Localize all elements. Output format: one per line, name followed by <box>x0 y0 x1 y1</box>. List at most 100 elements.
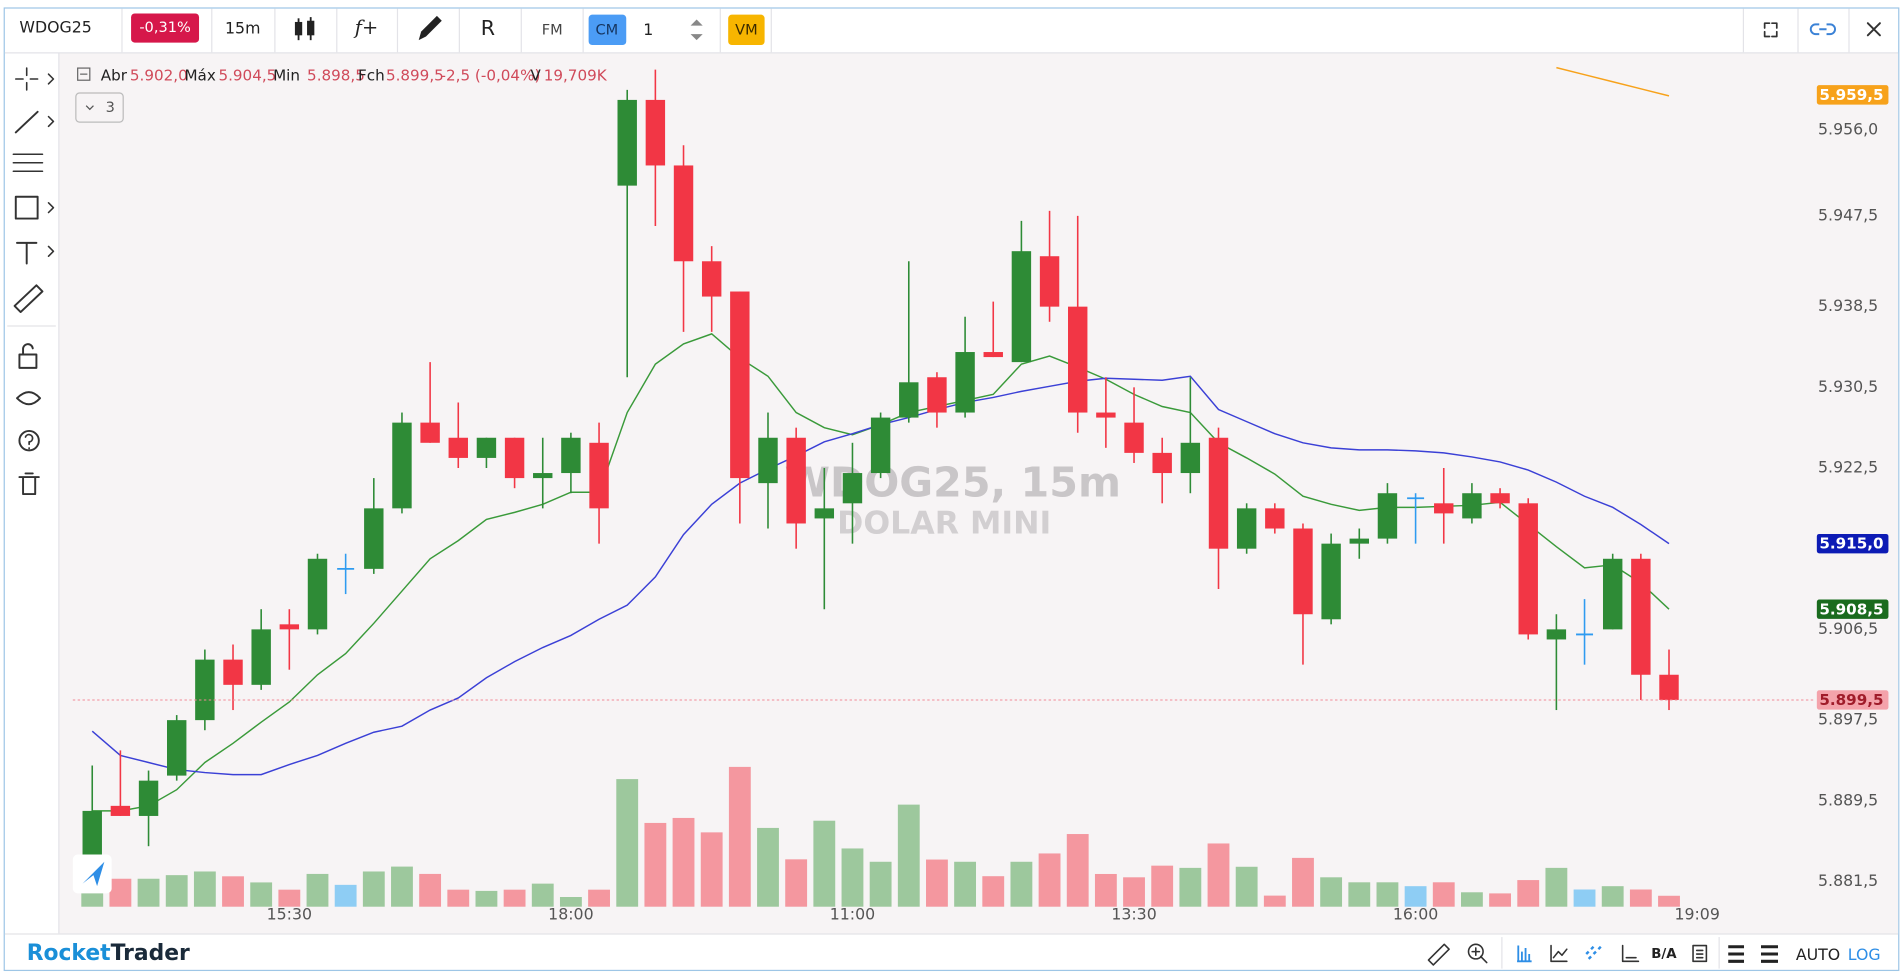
fib-tool[interactable] <box>12 153 44 173</box>
candle-body <box>983 352 1003 358</box>
measure-button[interactable] <box>1427 943 1450 966</box>
close-button[interactable] <box>1866 22 1881 37</box>
collapse-chevron <box>85 105 94 111</box>
volume-bar <box>1123 877 1145 907</box>
volume-bar <box>81 889 104 907</box>
link-button[interactable] <box>1809 23 1836 36</box>
dots-toggle[interactable] <box>1585 945 1602 960</box>
candle-body <box>730 291 750 479</box>
window-border <box>3 7 1900 972</box>
current-time: 19:09 <box>1674 905 1719 924</box>
book-toggle[interactable] <box>1692 944 1708 963</box>
text-tool[interactable] <box>16 241 38 265</box>
volume-bar <box>1573 889 1596 907</box>
low-value: 5.898,5 <box>307 66 365 84</box>
fullscreen-button[interactable] <box>1763 22 1778 38</box>
high-value: 5.904,5 <box>218 66 276 84</box>
open-label: Abr <box>101 66 128 84</box>
candle-body <box>1011 251 1032 363</box>
ruler-tool[interactable] <box>13 284 44 313</box>
symbol[interactable]: WDOG25 <box>19 18 91 37</box>
candle-body <box>1236 508 1257 549</box>
axis-toggle[interactable] <box>1621 944 1640 963</box>
help-glyph <box>24 433 34 450</box>
indicator-collapse[interactable] <box>75 92 124 123</box>
vm-button[interactable]: VM <box>735 21 758 38</box>
candle-body <box>1349 538 1369 544</box>
layout-toggles[interactable] <box>1728 945 1778 963</box>
volume-bar <box>1545 867 1568 907</box>
zoom-button[interactable] <box>1467 943 1484 960</box>
volume-bar <box>531 883 554 907</box>
cm-button[interactable]: CM <box>595 21 618 38</box>
x-tick-label: 11:00 <box>830 905 875 924</box>
volume-bar <box>1489 893 1511 907</box>
volume-bar <box>588 889 610 907</box>
candle-body <box>758 437 778 484</box>
footer: RocketTrader B/A AUTO LOG <box>27 937 1881 969</box>
count-input[interactable]: 1 <box>643 20 653 39</box>
volume-label: V <box>530 66 541 84</box>
replay-button[interactable]: R <box>481 16 495 40</box>
shape-tool[interactable] <box>14 195 39 220</box>
volume-bar <box>1376 882 1399 907</box>
price-label-bg <box>1816 533 1889 554</box>
vm-button-bg[interactable] <box>728 14 765 46</box>
line-toggle[interactable] <box>1550 944 1568 963</box>
bid-ask-toggle[interactable]: B/A <box>1651 947 1677 962</box>
price-label-bg <box>1816 690 1889 710</box>
volume-bar <box>616 779 639 907</box>
ohlc-legend: Abr 5.902,0 Máx 5.904,5 Min 5.898,5 Fch … <box>75 66 608 123</box>
legend-toggle[interactable] <box>77 67 91 81</box>
low-label: Min <box>273 66 300 84</box>
volume-bar <box>1235 866 1258 907</box>
volume-bar <box>1320 877 1343 907</box>
crosshair-tool[interactable] <box>14 67 39 91</box>
indicators-button[interactable]: f+ <box>353 16 378 39</box>
visibility-tool[interactable] <box>16 391 42 406</box>
candle-body <box>1602 558 1623 630</box>
candle-body <box>420 422 440 443</box>
x-tick-label: 18:00 <box>548 905 593 924</box>
line-tool[interactable] <box>14 110 39 134</box>
delete-tool[interactable] <box>18 472 40 496</box>
interval-button[interactable]: 15m <box>225 19 260 38</box>
y-tick-label: 5.922,5 <box>1818 458 1878 477</box>
candle-body <box>279 624 300 630</box>
candle-body <box>673 165 694 262</box>
candle-body <box>561 437 581 474</box>
candle-body <box>1462 493 1482 519</box>
log-scale[interactable]: LOG <box>1848 945 1881 964</box>
candle-body <box>504 437 525 479</box>
change-value: -0,31% <box>139 19 191 36</box>
price-label-bg <box>1816 85 1889 105</box>
candle-body <box>1490 493 1510 504</box>
candle-body <box>1039 256 1060 307</box>
candle-body <box>195 659 215 721</box>
candle-body <box>645 99 666 166</box>
y-tick-label: 5.881,5 <box>1818 871 1878 890</box>
brand: RocketTrader <box>27 941 190 966</box>
volume-bar <box>1094 873 1117 907</box>
candle-body <box>1631 558 1651 675</box>
lock-tool[interactable] <box>18 343 38 369</box>
candle-body <box>1518 503 1538 635</box>
candle-body <box>1152 452 1172 474</box>
volume-bar <box>1629 889 1652 907</box>
draw-button[interactable] <box>418 15 442 41</box>
help-tool[interactable] <box>18 429 40 452</box>
watermark-title: WDOG25, 15m <box>784 459 1121 507</box>
cm-button-bg[interactable] <box>588 14 627 46</box>
fm-button[interactable]: FM <box>542 21 563 38</box>
chart-type-button[interactable] <box>294 17 315 41</box>
candle-body <box>814 508 835 519</box>
change-badge <box>131 13 200 43</box>
volume-bar <box>447 889 470 907</box>
chart-area <box>59 53 1899 934</box>
auto-scale[interactable]: AUTO <box>1796 945 1840 964</box>
volume-toggle[interactable] <box>1517 945 1532 963</box>
candle-body <box>1265 508 1285 529</box>
candle-body <box>589 442 609 509</box>
count-spinner[interactable] <box>690 19 703 41</box>
navigate-icon <box>82 861 105 887</box>
